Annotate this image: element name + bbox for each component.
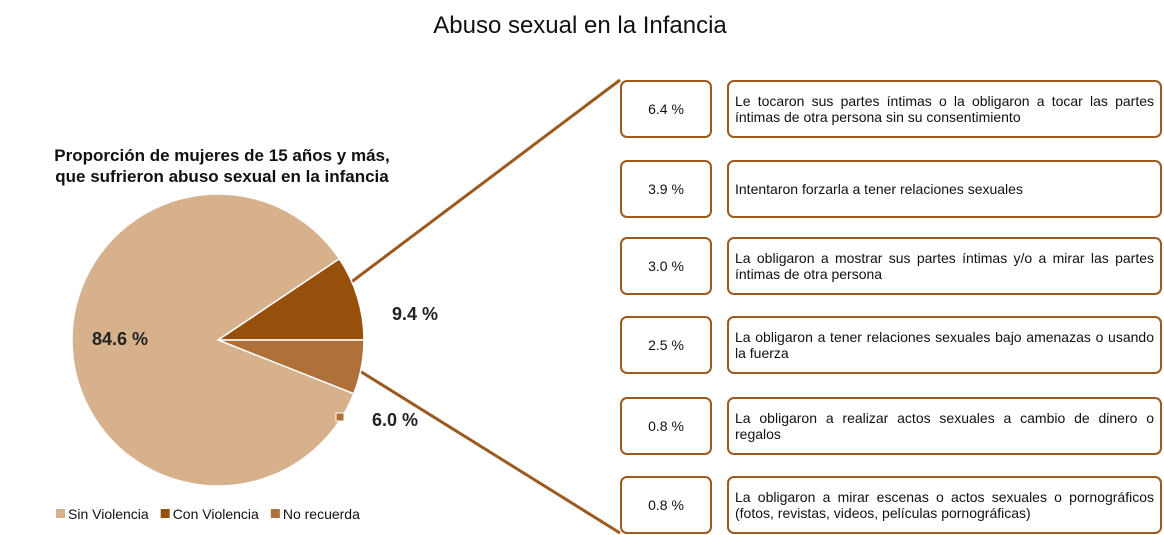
label-text: Intentaron forzarla a tener relaciones s… (735, 181, 1023, 197)
legend-label: Sin Violencia (68, 506, 149, 522)
connector (349, 78, 621, 285)
data-label: 6.0 % (372, 410, 418, 430)
value-box: 3.9 % (620, 160, 712, 218)
title: Abuso sexual en la Infancia (433, 12, 727, 39)
label-box: La obligaron a tener relaciones sexuales… (727, 316, 1162, 374)
label-marker (335, 412, 345, 422)
label-box: La obligaron a mirar escenas o actos sex… (727, 476, 1162, 534)
value-box: 0.8 % (620, 397, 712, 455)
legend-swatch (160, 509, 170, 518)
value-box: 2.5 % (620, 316, 712, 374)
legend-label: No recuerda (283, 506, 360, 522)
label-text: La obligaron a realizar actos sexuales a… (735, 410, 1154, 442)
label-box: La obligaron a mostrar sus partes íntima… (727, 237, 1162, 295)
label-text: Le tocaron sus partes íntimas o la oblig… (735, 93, 1154, 125)
label-text: La obligaron a mostrar sus partes íntima… (735, 250, 1154, 282)
label-box: La obligaron a realizar actos sexuales a… (727, 397, 1162, 455)
pie-slice (215, 257, 365, 341)
label-box: Intentaron forzarla a tener relaciones s… (727, 160, 1162, 218)
subtitle: Proporción de mujeres de 15 años y más, (54, 146, 389, 165)
label-text: La obligaron a tener relaciones sexuales… (735, 329, 1154, 361)
legend-label: Con Violencia (173, 506, 259, 522)
connector (354, 366, 621, 535)
legend-swatch (270, 509, 280, 518)
pie-slice (71, 193, 355, 487)
data-label: 84.6 % (92, 329, 148, 349)
subtitle: que sufrieron abuso sexual en la infanci… (55, 167, 389, 186)
value-box: 3.0 % (620, 237, 712, 295)
label-box: Le tocaron sus partes íntimas o la oblig… (727, 80, 1162, 138)
label-text: La obligaron a mirar escenas o actos sex… (735, 489, 1154, 521)
data-label: 9.4 % (392, 304, 438, 324)
legend-swatch (56, 509, 65, 518)
value-box: 0.8 % (620, 476, 712, 534)
value-box: 6.4 % (620, 80, 712, 138)
